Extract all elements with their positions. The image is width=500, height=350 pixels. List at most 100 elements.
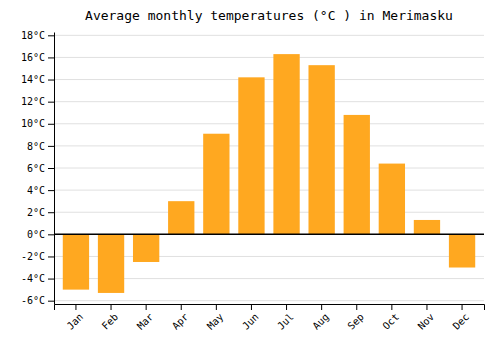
x-tick: Feb — [100, 304, 121, 332]
x-tick-label: Dec — [451, 311, 472, 332]
x-tick-label: Sep — [345, 311, 366, 332]
y-tick: 8°C — [27, 141, 54, 152]
y-tick-mark — [48, 35, 54, 36]
x-tick-label: Aug — [310, 311, 331, 332]
bar — [449, 234, 475, 267]
y-tick: -2°C — [21, 251, 54, 262]
y-tick-mark — [48, 124, 54, 125]
grid-line — [54, 35, 484, 36]
x-tick-mark — [426, 304, 427, 310]
grid — [54, 35, 484, 300]
x-tick: Jan — [65, 304, 86, 332]
bar — [133, 234, 159, 262]
y-tick-label: 14°C — [21, 74, 45, 85]
x-tick-label: May — [205, 311, 226, 332]
zero-line — [54, 234, 484, 236]
y-tick-label: 12°C — [21, 96, 45, 107]
y-axis-line — [54, 33, 55, 305]
y-tick: 14°C — [21, 74, 54, 85]
y-tick: 6°C — [27, 163, 54, 174]
bar — [168, 201, 194, 234]
x-tick: Aug — [310, 304, 331, 332]
x-tick: Mar — [135, 304, 156, 332]
bar — [63, 234, 89, 289]
grid-line — [54, 190, 484, 191]
y-tick-mark — [48, 168, 54, 169]
x-tick-label: Nov — [416, 311, 437, 332]
y-tick: 12°C — [21, 96, 54, 107]
x-tick-label: Jul — [275, 311, 296, 332]
x-tick-mark — [356, 304, 357, 310]
grid-line — [54, 212, 484, 213]
x-tick-mark — [146, 304, 147, 310]
y-tick-label: -6°C — [21, 295, 45, 306]
x-tick-mark — [216, 304, 217, 310]
y-tick-label: -2°C — [21, 251, 45, 262]
x-tick: Nov — [416, 304, 437, 332]
y-tick-mark — [48, 256, 54, 257]
x-tick: Dec — [451, 304, 472, 332]
x-axis: Jan Feb Mar Apr May Jun Jul Aug Sep Oct Nov Dec — [55, 304, 485, 332]
chart: -6°C -4°C -2°C 0°C 2°C 4°C 6°C 8°C 10°C 12°C 14°C 1… — [0, 0, 500, 350]
y-tick-mark — [48, 234, 54, 235]
y-tick-label: 6°C — [27, 163, 45, 174]
x-tick: May — [205, 304, 226, 332]
bar — [238, 77, 264, 234]
x-axis-line — [55, 305, 485, 311]
y-tick: 0°C — [27, 229, 54, 240]
x-tick-label: Jan — [65, 311, 86, 332]
y-axis: -6°C -4°C -2°C 0°C 2°C 4°C 6°C 8°C 10°C 12°C 14°C 1… — [21, 30, 55, 306]
grid-line — [54, 300, 484, 301]
bar — [98, 234, 124, 293]
x-tick-label: Mar — [135, 311, 156, 332]
y-tick-mark — [48, 102, 54, 103]
title: Average monthly temperatures (°C ) in Me… — [85, 8, 453, 23]
bar — [308, 65, 334, 234]
x-tick-label: Oct — [380, 311, 401, 332]
y-tick-label: 18°C — [21, 30, 45, 41]
y-tick-label: 8°C — [27, 141, 45, 152]
y-tick-label: 0°C — [27, 229, 45, 240]
y-tick: -6°C — [21, 295, 54, 306]
marks — [54, 54, 484, 293]
y-tick-mark — [48, 146, 54, 147]
y-tick-label: 4°C — [27, 185, 45, 196]
x-tick: Jun — [240, 304, 261, 332]
y-tick: 18°C — [21, 30, 54, 41]
grid-line — [54, 101, 484, 102]
plot: -6°C -4°C -2°C 0°C 2°C 4°C 6°C 8°C 10°C 12°C 14°C 1… — [21, 30, 485, 332]
y-tick-label: 16°C — [21, 52, 45, 63]
x-tick-mark — [391, 304, 392, 310]
grid-line — [54, 145, 484, 146]
y-tick-mark — [48, 80, 54, 81]
x-tick-mark — [286, 304, 287, 310]
bar — [273, 54, 299, 234]
x-tick-mark — [181, 304, 182, 310]
x-tick-mark — [462, 304, 463, 310]
grid-line — [54, 234, 484, 235]
x-tick-mark — [111, 304, 112, 310]
x-tick: Sep — [345, 304, 366, 332]
grid-line — [54, 123, 484, 124]
y-tick: 4°C — [27, 185, 54, 196]
y-tick: -4°C — [21, 273, 54, 284]
x-tick: Apr — [170, 304, 191, 332]
grid-line — [54, 57, 484, 58]
y-tick-label: 2°C — [27, 207, 45, 218]
x-tick-label: Feb — [100, 311, 121, 332]
y-tick-mark — [48, 279, 54, 280]
x-tick-mark — [251, 304, 252, 310]
bar — [203, 134, 229, 235]
bar — [414, 220, 440, 234]
y-tick-label: 10°C — [21, 118, 45, 129]
bar — [379, 164, 405, 235]
y-tick: 2°C — [27, 207, 54, 218]
y-tick-mark — [48, 301, 54, 302]
x-tick-label: Jun — [240, 311, 261, 332]
y-tick: 10°C — [21, 118, 54, 129]
x-tick-mark — [321, 304, 322, 310]
x-tick-mark — [75, 304, 76, 310]
bar — [344, 115, 370, 234]
x-tick: Oct — [380, 304, 401, 332]
y-tick-label: -4°C — [21, 273, 45, 284]
